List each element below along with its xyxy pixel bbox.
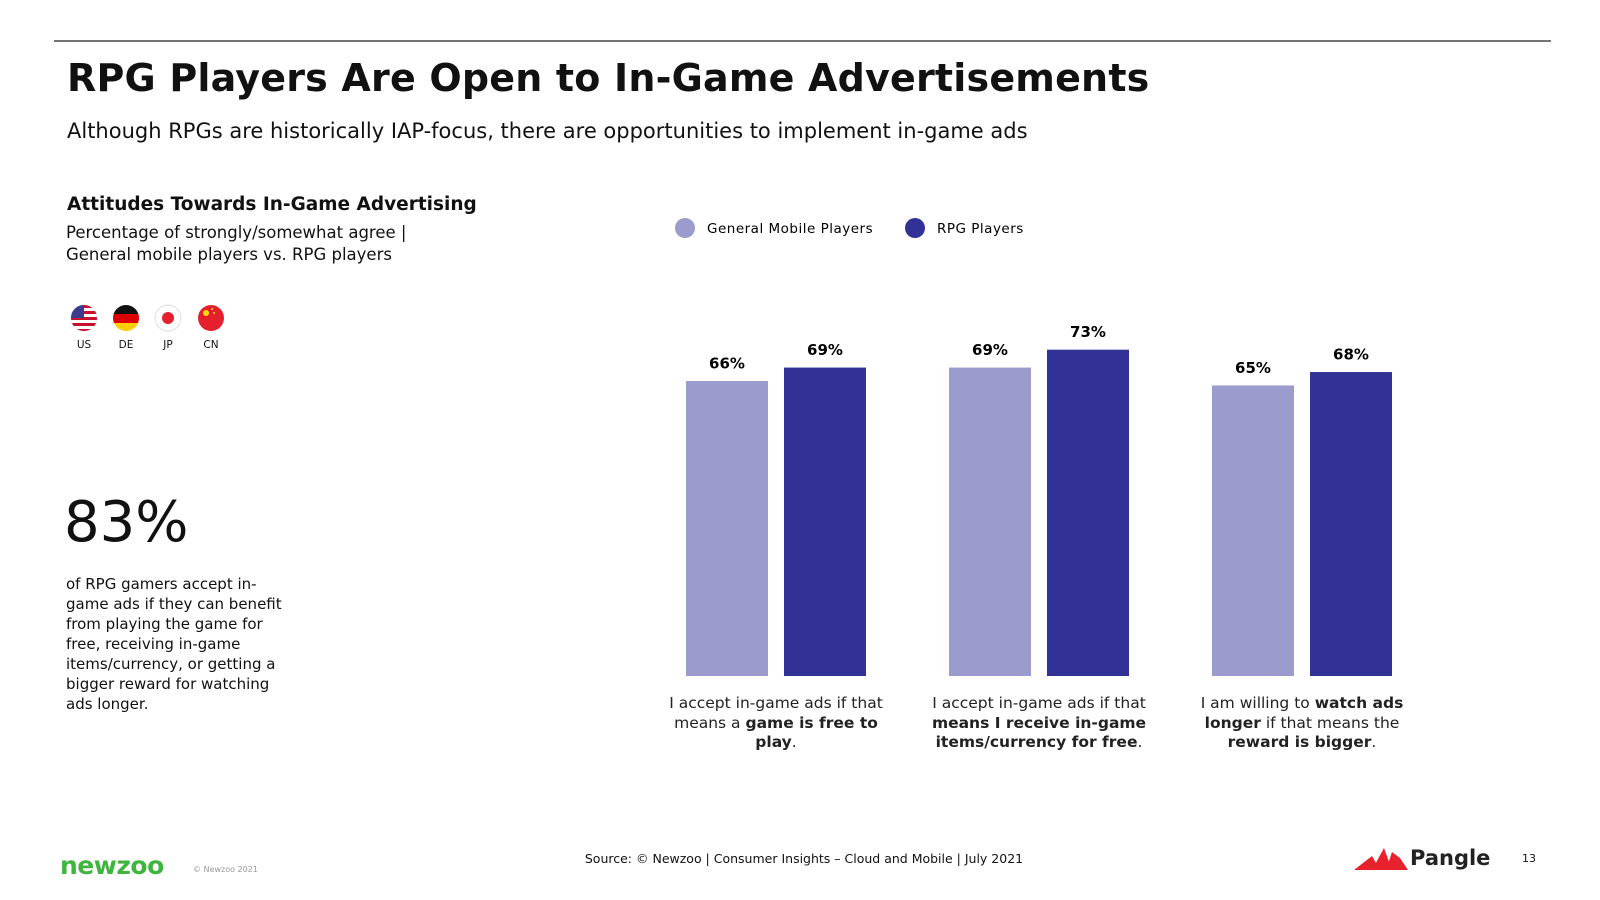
bar — [784, 367, 866, 676]
page-number: 13 — [1522, 852, 1536, 865]
flag-label: DE — [118, 339, 134, 351]
category-text: if that means the — [1260, 713, 1400, 732]
bar — [949, 367, 1031, 676]
stat-text: of RPG gamers accept in-game ads if they… — [66, 575, 282, 713]
category-text: . — [1371, 733, 1377, 751]
flag-cn — [198, 305, 224, 331]
category-text: . — [791, 733, 797, 751]
flag-label: US — [76, 339, 92, 351]
stat-figure: 83% — [64, 490, 189, 555]
brand-logo: newzoo — [60, 851, 164, 880]
legend-swatch — [675, 218, 695, 238]
category-text: reward is bigger — [1227, 733, 1372, 751]
partner-logo: Pangle — [1410, 846, 1491, 870]
value-label: 69% — [972, 341, 1008, 359]
value-label: 69% — [807, 341, 843, 359]
bar — [1310, 372, 1392, 676]
flag-jp — [154, 304, 182, 332]
bar — [686, 380, 768, 676]
chart-subtitle: Percentage of strongly/somewhat agree | — [66, 223, 407, 242]
partner-logo-mark — [1354, 848, 1408, 870]
bar — [1212, 385, 1294, 676]
category-label: I accept in-game ads if that means a gam… — [661, 694, 891, 753]
source: Source: © Newzoo | Consumer Insights – C… — [584, 851, 1024, 866]
value-label: 73% — [1070, 323, 1106, 341]
category-text: game is free to play — [745, 713, 878, 752]
category-text: I accept in-game ads if that means a — [669, 694, 883, 732]
flag-de — [113, 305, 139, 331]
bar — [1047, 349, 1129, 676]
value-label: 66% — [709, 354, 745, 372]
legend-label: General Mobile Players — [707, 221, 873, 237]
value-label: 65% — [1235, 359, 1271, 377]
category-text: watch ads longer — [1204, 694, 1404, 732]
chart-subtitle: General mobile players vs. RPG players — [66, 245, 392, 264]
value-label: 68% — [1333, 346, 1369, 364]
legend-label: RPG Players — [937, 221, 1024, 237]
legend-swatch — [905, 218, 925, 238]
title: RPG Players Are Open to In-Game Advertis… — [67, 56, 1150, 100]
copyright: © Newzoo 2021 — [193, 865, 258, 874]
category-text: means I receive in-game items/currency f… — [931, 713, 1147, 752]
category-label: I am willing to watch ads longer if that… — [1187, 694, 1417, 753]
category-text: I am willing to — [1200, 694, 1315, 712]
chart-title: Attitudes Towards In-Game Advertising — [67, 194, 477, 215]
category-label: I accept in-game ads if that means I rec… — [924, 694, 1154, 753]
category-text: I accept in-game ads if that — [932, 694, 1146, 712]
flag-label: CN — [203, 339, 219, 351]
flag-us — [70, 304, 98, 332]
subtitle: Although RPGs are historically IAP-focus… — [67, 119, 1028, 143]
category-text: . — [1137, 733, 1143, 751]
flag-label: JP — [163, 339, 173, 351]
